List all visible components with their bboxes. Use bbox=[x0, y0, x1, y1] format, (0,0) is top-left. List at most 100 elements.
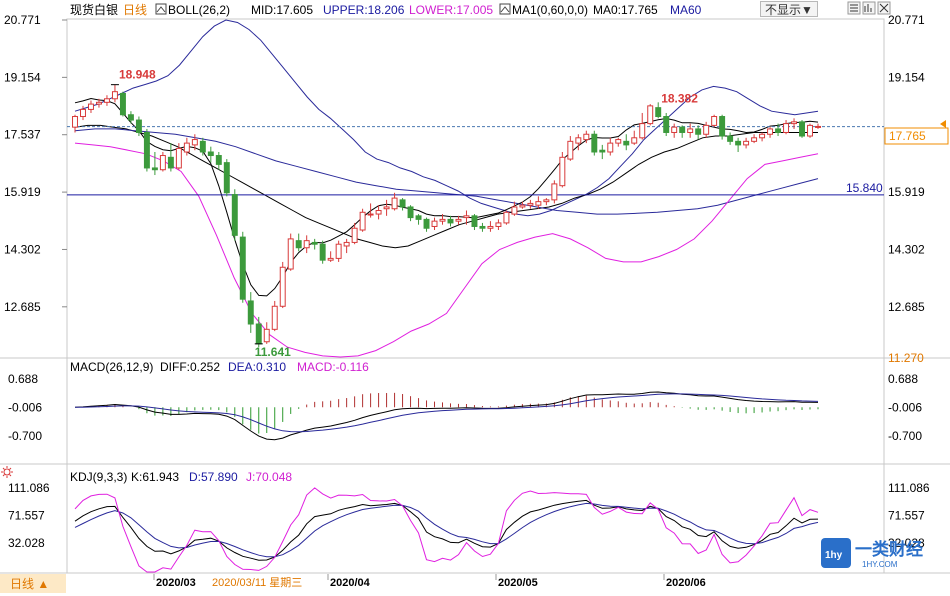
macd-diff-value: DIFF:0.252 bbox=[160, 360, 220, 374]
candle-body bbox=[279, 266, 286, 307]
brand-name: 一类财经 bbox=[855, 539, 923, 559]
candle-body bbox=[80, 108, 86, 118]
ma60-line bbox=[74, 128, 819, 215]
period-label: 日线 bbox=[123, 3, 147, 17]
candle-body bbox=[719, 116, 726, 137]
month-label: 2020/05 bbox=[498, 577, 538, 589]
current-price-label: 17.765 bbox=[889, 129, 926, 143]
candle-body bbox=[343, 241, 350, 247]
candle-body bbox=[359, 211, 366, 231]
kdj-j-line bbox=[74, 487, 819, 573]
main-panel-frame bbox=[66, 18, 885, 359]
candle-body bbox=[183, 142, 190, 153]
brand-logo: 1hy bbox=[821, 538, 851, 568]
footer-period-button[interactable]: 日线 ▲ bbox=[10, 577, 49, 591]
candle-body bbox=[367, 213, 374, 216]
candle-body bbox=[703, 124, 710, 135]
sun-icon bbox=[1, 466, 13, 478]
main-y-ticks: 20.77120.77119.15419.15417.53717.53715.9… bbox=[4, 13, 925, 314]
y-tick-label-left: 20.771 bbox=[4, 13, 41, 27]
current-price-box bbox=[884, 127, 949, 145]
candle-body bbox=[551, 183, 558, 201]
candle-body bbox=[783, 123, 790, 133]
month-label: 2020/04 bbox=[330, 577, 371, 589]
candle-body bbox=[679, 126, 686, 133]
price-arrow-icon bbox=[940, 120, 946, 128]
candle-body bbox=[583, 133, 590, 141]
boll-icon bbox=[155, 3, 167, 15]
candle-body bbox=[439, 218, 446, 222]
kdj-tick-label-right: 71.557 bbox=[888, 509, 925, 523]
candle-body bbox=[655, 107, 662, 118]
macd-tick-label-left: 0.688 bbox=[8, 372, 38, 386]
candle-body bbox=[743, 140, 750, 146]
candle-body bbox=[191, 139, 198, 146]
candle-body bbox=[695, 128, 702, 135]
footer-period-button-bg bbox=[0, 574, 66, 593]
candle-body bbox=[247, 300, 254, 325]
candle-body bbox=[239, 236, 246, 300]
candle-body bbox=[255, 323, 262, 345]
hide-indicator-button[interactable]: 不显示▼ bbox=[760, 1, 818, 17]
candle-body bbox=[135, 119, 142, 133]
boll-icon-glyph bbox=[156, 6, 166, 13]
candle-body bbox=[127, 114, 134, 121]
candle-body bbox=[575, 137, 582, 144]
candle-body bbox=[511, 206, 518, 215]
candle-body bbox=[623, 140, 630, 146]
candle-body bbox=[543, 199, 550, 203]
candle-body bbox=[231, 194, 238, 236]
candle-body bbox=[759, 133, 766, 139]
close-icon-glyph bbox=[879, 3, 889, 13]
candle-body bbox=[72, 116, 78, 128]
ma60-label: MA60 bbox=[670, 3, 702, 17]
kdj-j-value: J:70.048 bbox=[246, 470, 292, 484]
candle-body bbox=[447, 218, 454, 224]
macd-tick-label-left: -0.700 bbox=[8, 429, 42, 443]
candle-body bbox=[567, 140, 574, 160]
candle-body bbox=[791, 121, 798, 125]
kdj-k-value: K:61.943 bbox=[131, 470, 179, 484]
candle-body bbox=[631, 137, 638, 144]
candle-body bbox=[287, 238, 294, 270]
boll-lower-line bbox=[74, 142, 819, 358]
candle-body bbox=[639, 123, 646, 139]
candle-body bbox=[807, 124, 813, 137]
boll-upper-value: UPPER:18.206 bbox=[323, 3, 405, 17]
macd-tick-label-right: 0.688 bbox=[888, 372, 918, 386]
macd-y-ticks: 0.688 0.688 -0.006 -0.006 -0.700 -0.700 bbox=[8, 372, 922, 443]
candle-body bbox=[119, 92, 126, 116]
macd-tick-label-left: -0.006 bbox=[8, 401, 42, 415]
candle-body bbox=[775, 128, 782, 133]
y-tick-label-right: 20.771 bbox=[888, 13, 925, 27]
chart-icon[interactable] bbox=[862, 1, 876, 15]
candle-body bbox=[751, 137, 758, 142]
candle-body bbox=[487, 225, 494, 229]
candle-body bbox=[223, 162, 230, 194]
boll-mid-value: MID:17.605 bbox=[251, 3, 313, 17]
kdj-d-line bbox=[74, 502, 819, 558]
kdj-tick-label-left: 32.028 bbox=[8, 536, 45, 550]
svg-text:1hy: 1hy bbox=[825, 550, 843, 561]
month-label: 2020/03 bbox=[156, 577, 196, 589]
candle-body bbox=[295, 240, 302, 249]
candle-body bbox=[767, 128, 774, 135]
macd-dea-line bbox=[74, 393, 819, 433]
ma-icon bbox=[499, 3, 511, 15]
kdj-d-value: D:57.890 bbox=[189, 470, 238, 484]
candle-body bbox=[167, 156, 174, 169]
candle-body bbox=[151, 167, 158, 171]
candle-body bbox=[103, 98, 110, 103]
grid-icon-glyph bbox=[850, 4, 858, 12]
y-tick-label-left: 19.154 bbox=[4, 70, 41, 84]
candle-body bbox=[175, 147, 182, 169]
boll-mid-line bbox=[74, 124, 818, 249]
instrument-title: 现货白银 bbox=[70, 2, 118, 17]
candle-body bbox=[319, 243, 326, 261]
macd-hist-value: MACD:-0.116 bbox=[297, 360, 369, 374]
brand-site: 1HY.COM bbox=[862, 560, 898, 569]
y-tick-label-right: 12.685 bbox=[888, 300, 925, 314]
macd-label: MACD(26,12,9) bbox=[70, 360, 153, 374]
